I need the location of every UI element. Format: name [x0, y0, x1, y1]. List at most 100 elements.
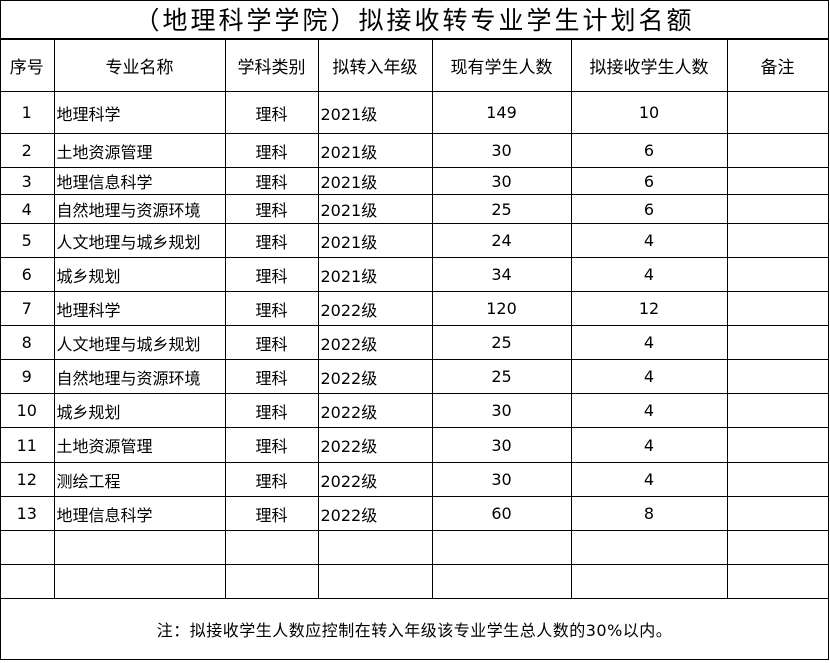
cell-current: 34 — [431, 257, 572, 292]
cell-grade: 2022级 — [317, 496, 433, 531]
table-row: 8 人文地理与城乡规划 理科 2022级 25 4 — [0, 325, 829, 360]
cell-major: 土地资源管理 — [53, 133, 226, 168]
cell-category — [224, 564, 319, 599]
cell-no — [0, 530, 55, 565]
header-row: 序号 专业名称 学科类别 拟转入年级 现有学生人数 拟接收学生人数 备注 — [0, 39, 829, 92]
cell-remark — [726, 496, 829, 531]
cell-major — [53, 530, 226, 565]
table-row: 4 自然地理与资源环境 理科 2021级 25 6 — [0, 194, 829, 224]
cell-grade: 2022级 — [317, 291, 433, 326]
page-title: （地理科学学院）拟接收转专业学生计划名额 — [1, 1, 828, 39]
cell-current: 30 — [431, 462, 572, 497]
cell-remark — [726, 167, 829, 195]
cell-category: 理科 — [224, 167, 319, 195]
cell-grade — [317, 530, 433, 565]
cell-current: 60 — [431, 496, 572, 531]
cell-planned: 4 — [570, 359, 728, 394]
cell-grade: 2021级 — [317, 194, 433, 224]
cell-remark — [726, 223, 829, 258]
cell-major: 地理科学 — [53, 91, 226, 134]
table-row: 12 测绘工程 理科 2022级 30 4 — [0, 462, 829, 497]
cell-remark — [726, 530, 829, 565]
cell-remark — [726, 393, 829, 428]
footnote: 注：拟接收学生人数应控制在转入年级该专业学生总人数的30%以内。 — [156, 621, 673, 640]
cell-category: 理科 — [224, 393, 319, 428]
cell-planned — [570, 530, 728, 565]
cell-planned: 6 — [570, 167, 728, 195]
cell-planned: 4 — [570, 393, 728, 428]
table-row — [0, 564, 829, 599]
cell-planned: 12 — [570, 291, 728, 326]
cell-current — [431, 530, 572, 565]
table-row: 3 地理信息科学 理科 2021级 30 6 — [0, 167, 829, 195]
cell-category: 理科 — [224, 496, 319, 531]
cell-major: 自然地理与资源环境 — [53, 359, 226, 394]
cell-remark — [726, 462, 829, 497]
cell-current: 120 — [431, 291, 572, 326]
cell-grade: 2022级 — [317, 393, 433, 428]
cell-current: 24 — [431, 223, 572, 258]
cell-no: 6 — [0, 257, 55, 292]
cell-remark — [726, 325, 829, 360]
header-remark: 备注 — [726, 39, 829, 92]
cell-current: 149 — [431, 91, 572, 134]
header-grade: 拟转入年级 — [317, 39, 433, 92]
table-row: 7 地理科学 理科 2022级 120 12 — [0, 291, 829, 326]
table-row: 11 土地资源管理 理科 2022级 30 4 — [0, 427, 829, 463]
cell-grade — [317, 564, 433, 599]
cell-remark — [726, 133, 829, 168]
cell-no: 8 — [0, 325, 55, 360]
cell-category: 理科 — [224, 133, 319, 168]
cell-planned: 6 — [570, 133, 728, 168]
cell-major: 城乡规划 — [53, 393, 226, 428]
cell-grade: 2022级 — [317, 325, 433, 360]
table-row: 10 城乡规划 理科 2022级 30 4 — [0, 393, 829, 428]
cell-no: 7 — [0, 291, 55, 326]
cell-category: 理科 — [224, 359, 319, 394]
cell-remark — [726, 427, 829, 463]
cell-category: 理科 — [224, 223, 319, 258]
cell-major: 自然地理与资源环境 — [53, 194, 226, 224]
cell-grade: 2021级 — [317, 91, 433, 134]
cell-category: 理科 — [224, 257, 319, 292]
cell-remark — [726, 91, 829, 134]
quota-table: 序号 专业名称 学科类别 拟转入年级 现有学生人数 拟接收学生人数 备注 1 地理… — [0, 39, 829, 599]
cell-category: 理科 — [224, 91, 319, 134]
cell-current — [431, 564, 572, 599]
cell-current: 30 — [431, 393, 572, 428]
cell-category: 理科 — [224, 427, 319, 463]
table-row: 5 人文地理与城乡规划 理科 2021级 24 4 — [0, 223, 829, 258]
cell-no: 10 — [0, 393, 55, 428]
cell-remark — [726, 194, 829, 224]
header-no: 序号 — [0, 39, 55, 92]
cell-major: 人文地理与城乡规划 — [53, 325, 226, 360]
cell-no: 4 — [0, 194, 55, 224]
cell-major: 地理信息科学 — [53, 496, 226, 531]
header-category: 学科类别 — [224, 39, 319, 92]
cell-major: 土地资源管理 — [53, 427, 226, 463]
cell-major: 测绘工程 — [53, 462, 226, 497]
cell-no: 13 — [0, 496, 55, 531]
table-row: 6 城乡规划 理科 2021级 34 4 — [0, 257, 829, 292]
cell-major: 地理科学 — [53, 291, 226, 326]
cell-planned: 4 — [570, 223, 728, 258]
cell-grade: 2021级 — [317, 223, 433, 258]
cell-no: 2 — [0, 133, 55, 168]
cell-planned: 10 — [570, 91, 728, 134]
cell-grade: 2021级 — [317, 133, 433, 168]
cell-no: 9 — [0, 359, 55, 394]
cell-grade: 2021级 — [317, 167, 433, 195]
cell-remark — [726, 564, 829, 599]
header-major: 专业名称 — [53, 39, 226, 92]
table-row: 1 地理科学 理科 2021级 149 10 — [0, 91, 829, 134]
cell-planned: 4 — [570, 427, 728, 463]
cell-grade: 2022级 — [317, 359, 433, 394]
cell-planned: 8 — [570, 496, 728, 531]
table-row: 9 自然地理与资源环境 理科 2022级 25 4 — [0, 359, 829, 394]
header-current: 现有学生人数 — [431, 39, 572, 92]
table-row — [0, 530, 829, 565]
cell-major: 地理信息科学 — [53, 167, 226, 195]
cell-no — [0, 564, 55, 599]
cell-grade: 2022级 — [317, 427, 433, 463]
